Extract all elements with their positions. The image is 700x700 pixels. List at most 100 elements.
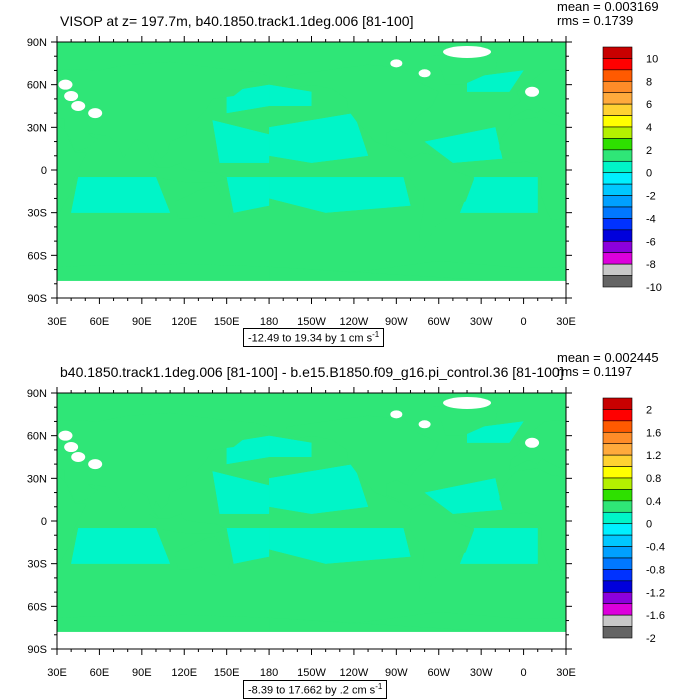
panel2-colorbar-swatch <box>602 569 633 582</box>
panel1-colorbar-swatch <box>602 69 633 82</box>
panel1-colorbar-swatch <box>602 206 633 219</box>
panel2-missing-patch <box>390 410 403 419</box>
panel2-colorbar-swatch <box>602 489 633 502</box>
panel2-anomaly-band <box>460 528 538 564</box>
panel1-anomaly-band <box>71 177 171 213</box>
panel1-xtick-label: 60W <box>427 316 450 328</box>
panel2-missing-patch <box>71 452 86 462</box>
panel1-colorbar-swatch <box>602 126 633 139</box>
panel1-land-antarctica <box>269 261 566 285</box>
panel2-range-label: -8.39 to 17.662 by .2 cm s <box>248 684 376 697</box>
panel2-colorbar-swatch <box>602 511 633 525</box>
panel1-colorbar-swatch <box>602 229 633 242</box>
panel2-ytick-label: 30N <box>27 473 47 485</box>
panel2-xtick-label: 120W <box>340 667 369 679</box>
panel2-colorbar-swatch <box>602 626 633 639</box>
panel1-colorbar-swatch <box>602 80 633 94</box>
panel1-anomaly-band <box>269 177 411 213</box>
panel1-anomaly-band <box>424 127 503 163</box>
panel2-land-australia <box>175 536 231 577</box>
panel1-anomaly-band <box>0 70 15 91</box>
panel2-land-greenland <box>431 403 499 436</box>
panel2-xtick-label: 90E <box>132 667 152 679</box>
panel2-anomaly-band <box>467 421 524 443</box>
panel1-colorbar-label: -2 <box>646 191 656 203</box>
panel1-colorbar-label: 8 <box>646 76 652 88</box>
panel1-colorbar-label: 10 <box>646 53 658 65</box>
panel1-colorbar-swatch <box>602 218 633 231</box>
panel2-anomaly-band <box>212 471 270 514</box>
panel2-xtick-label: 120E <box>171 667 197 679</box>
panel2-xtick-label: 150E <box>214 667 240 679</box>
panel2-colorbar-swatch <box>602 603 633 616</box>
panel1-colorbar: 10 8 6 4 2 0 -2 -4 -6 -8 -10 <box>602 46 662 294</box>
panel2-colorbar-swatch <box>602 397 633 410</box>
panel2-land-indonesia <box>148 513 227 534</box>
panel2-anomaly-band <box>424 478 503 514</box>
panel1-land-eurasia <box>57 61 270 169</box>
panel1-colorbar-swatch <box>602 46 633 59</box>
panel2-anomaly-band <box>269 464 369 514</box>
panel1-colorbar-swatch <box>602 263 633 276</box>
panel2-xtick-label: 90W <box>385 667 408 679</box>
panel1-colorbar-swatch <box>602 172 633 185</box>
panel1-missing-patch <box>71 101 86 111</box>
panel2-colorbar-swatch <box>602 500 633 513</box>
panel2-missing-arctic <box>443 396 492 409</box>
panel2-land-africa <box>499 468 566 571</box>
panel2-land-antarctica <box>269 612 566 636</box>
panel1-ytick-label: 60S <box>27 250 47 262</box>
panel1-land-africa <box>57 125 87 215</box>
panel2-xtick-label: 60W <box>427 667 450 679</box>
panel1-xtick-label: 90E <box>132 316 152 328</box>
panel1-range-box: -12.49 to 19.34 by 1 cm s-1 <box>243 328 385 347</box>
panel1-ytick-label: 90N <box>27 37 47 49</box>
panel2-colorbar-swatch <box>602 546 633 559</box>
panel1-colorbar-label: -8 <box>646 259 656 271</box>
panel2-colorbar-label: -1.2 <box>646 587 665 599</box>
panel1-missing-patch <box>58 79 73 90</box>
panel1-colorbar-label: -10 <box>646 282 662 294</box>
panel2-colorbar-label: -0.4 <box>646 542 665 554</box>
panel2-range-exponent: -1 <box>375 682 383 691</box>
panel1-colorbar-swatch <box>602 252 633 265</box>
panel1-xtick-label: 30E <box>556 316 576 328</box>
panel1-colorbar-label: 0 <box>646 168 652 180</box>
panel1-ytick-label: 0 <box>41 165 47 177</box>
panel1-xtick-label: 120E <box>171 316 197 328</box>
panel2-colorbar: 2 1.6 1.2 0.8 0.4 0 -0.4 -0.8 -1.2 -1.6 -2 <box>602 397 665 645</box>
panel1-land-africa <box>499 117 566 220</box>
panel2-colorbar-label: -2 <box>646 633 656 645</box>
panel1-colorbar-swatch <box>602 275 633 288</box>
panel1-xtick-label: 90W <box>385 316 408 328</box>
panel1-missing-patch <box>88 108 103 119</box>
panel2-xtick-label: 60E <box>90 667 110 679</box>
panel2-ytick-label: 0 <box>41 516 47 528</box>
panel1-land-indonesia <box>658 163 700 183</box>
panel2-colorbar-label: -1.6 <box>646 610 665 622</box>
panel2-ytick-label: 60N <box>27 431 47 443</box>
panel1-land-greenland <box>431 52 499 85</box>
panel2-colorbar-label: 0.4 <box>646 496 661 508</box>
panel2-missing-patch <box>64 442 79 453</box>
panel2-anomaly-band <box>0 528 29 564</box>
panel1-ytick-label: 60N <box>27 80 47 92</box>
panel2-colorbar-swatch <box>602 454 633 467</box>
panel1-anomaly-band <box>212 120 270 163</box>
panel2-anomaly-band <box>226 528 270 564</box>
panel2-ytick-label: 90S <box>27 644 47 656</box>
panel2-title: b40.1850.track1.1deg.006 [81-100] - b.e1… <box>60 364 564 380</box>
panel1-anomaly-band <box>0 177 29 213</box>
panel1-colorbar-swatch <box>602 160 633 174</box>
panel1-xtick-label: 30E <box>47 316 67 328</box>
panel1-rms: rms = 0.1739 <box>557 13 634 28</box>
panel2-colorbar-label: 1.6 <box>646 427 661 439</box>
panel2-colorbar-label: 1.2 <box>646 450 661 462</box>
panel1-land-south-america <box>409 152 475 249</box>
panel2-colorbar-swatch <box>602 591 633 605</box>
panel2-colorbar-swatch <box>602 443 633 456</box>
panel2-ytick-label: 30S <box>27 559 47 571</box>
